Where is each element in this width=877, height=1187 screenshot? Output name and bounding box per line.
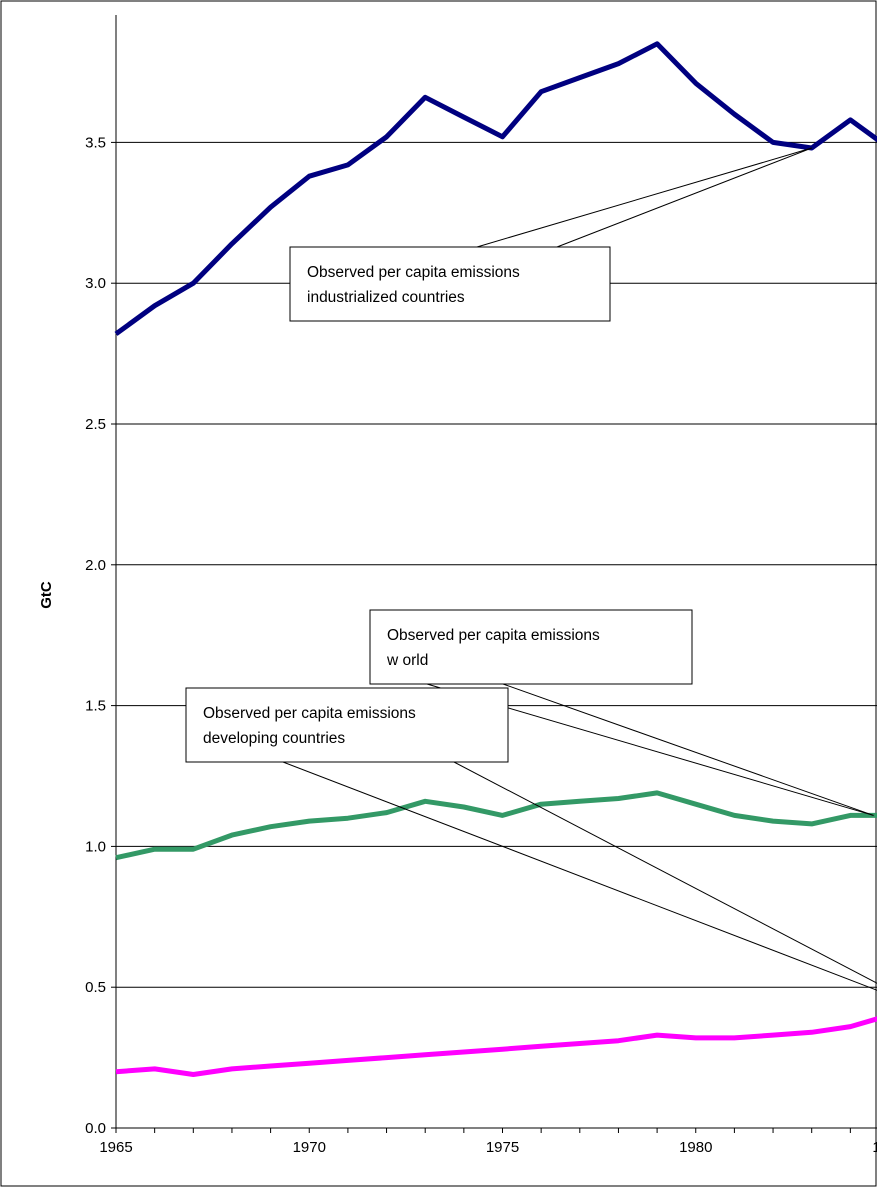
callout-pointer — [502, 683, 874, 816]
callout-text-dev-line2: developing countries — [203, 730, 345, 747]
y-tick-label: 0.0 — [85, 1120, 106, 1137]
x-tick-label: 1980 — [679, 1139, 712, 1156]
callout-pointer — [476, 147, 812, 248]
callout-text-ind-line1: Observed per capita emissions — [307, 264, 520, 281]
callout-box-world — [369, 609, 693, 685]
y-tick-label: 2.5 — [85, 416, 106, 433]
series-line-industrialized — [114, 41, 877, 336]
x-tick-label: 1975 — [486, 1139, 519, 1156]
y-axis-label: GtC — [38, 581, 55, 609]
callout-text-world-line1: Observed per capita emissions — [387, 627, 600, 644]
callout-pointer — [453, 761, 877, 984]
series-line-developing — [115, 1016, 877, 1077]
y-tick-label: 0.5 — [85, 979, 106, 996]
callout-text-dev-line1: Observed per capita emissions — [203, 705, 416, 722]
callout-text-world-line2: w orld — [386, 652, 428, 669]
y-tick-label: 1.0 — [85, 838, 106, 855]
callout-pointer — [556, 147, 812, 248]
x-tick-label: 1985 — [872, 1139, 877, 1156]
series-line-world — [115, 790, 877, 861]
callout-pointer — [282, 761, 877, 991]
callout-box-ind — [289, 246, 611, 322]
callout-box-dev — [185, 687, 509, 763]
y-tick-label: 3.5 — [85, 134, 106, 151]
x-tick-label: 1965 — [99, 1139, 132, 1156]
y-tick-label: 2.0 — [85, 557, 106, 574]
y-tick-label: 1.5 — [85, 698, 106, 715]
callout-text-ind-line2: industrialized countries — [307, 289, 465, 306]
y-tick-label: 3.0 — [85, 275, 106, 292]
x-tick-label: 1970 — [293, 1139, 326, 1156]
